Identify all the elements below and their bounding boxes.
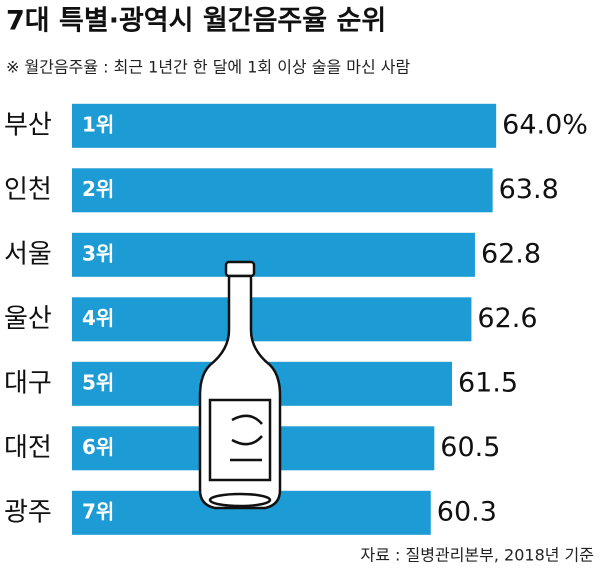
bar <box>72 232 475 277</box>
category-label: 울산 <box>4 304 52 334</box>
category-label: 서울 <box>4 239 52 269</box>
category-label: 대전 <box>4 433 52 463</box>
rank-label: 5위 <box>82 370 114 394</box>
value-label: 60.3 <box>437 496 497 527</box>
bar <box>72 297 472 342</box>
value-label: 61.5 <box>458 367 518 398</box>
bar <box>72 168 493 213</box>
rank-label: 1위 <box>82 112 114 136</box>
chart-subtitle: ※ 월간음주율 : 최근 1년간 한 달에 1회 이상 술을 마신 사람 <box>6 58 411 77</box>
source-note: 자료 : 질병관리본부, 2018년 기준 <box>361 546 594 565</box>
category-label: 인천 <box>4 175 52 205</box>
bottle-illustration <box>198 260 282 510</box>
value-label: 60.5 <box>440 432 500 463</box>
category-label: 광주 <box>4 497 52 527</box>
rank-label: 6위 <box>82 435 114 459</box>
chart-title: 7대 특별·광역시 월간음주율 순위 <box>6 6 386 37</box>
value-label: 62.8 <box>481 238 541 269</box>
rank-label: 7위 <box>82 499 114 523</box>
value-label: 62.6 <box>477 303 537 334</box>
bar <box>72 103 497 148</box>
category-label: 부산 <box>4 110 52 140</box>
rank-label: 2위 <box>82 177 114 201</box>
value-label: 63.8 <box>499 174 559 205</box>
bar-group: 부산 1위 64.0% 인천 2위 63.8 서울 3위 62.8 울산 4위 62.6 대구 5위 61.… <box>4 103 588 535</box>
value-label: 64.0% <box>502 109 588 140</box>
rank-label: 4위 <box>82 306 114 330</box>
category-label: 대구 <box>4 368 52 398</box>
rank-label: 3위 <box>82 241 114 265</box>
